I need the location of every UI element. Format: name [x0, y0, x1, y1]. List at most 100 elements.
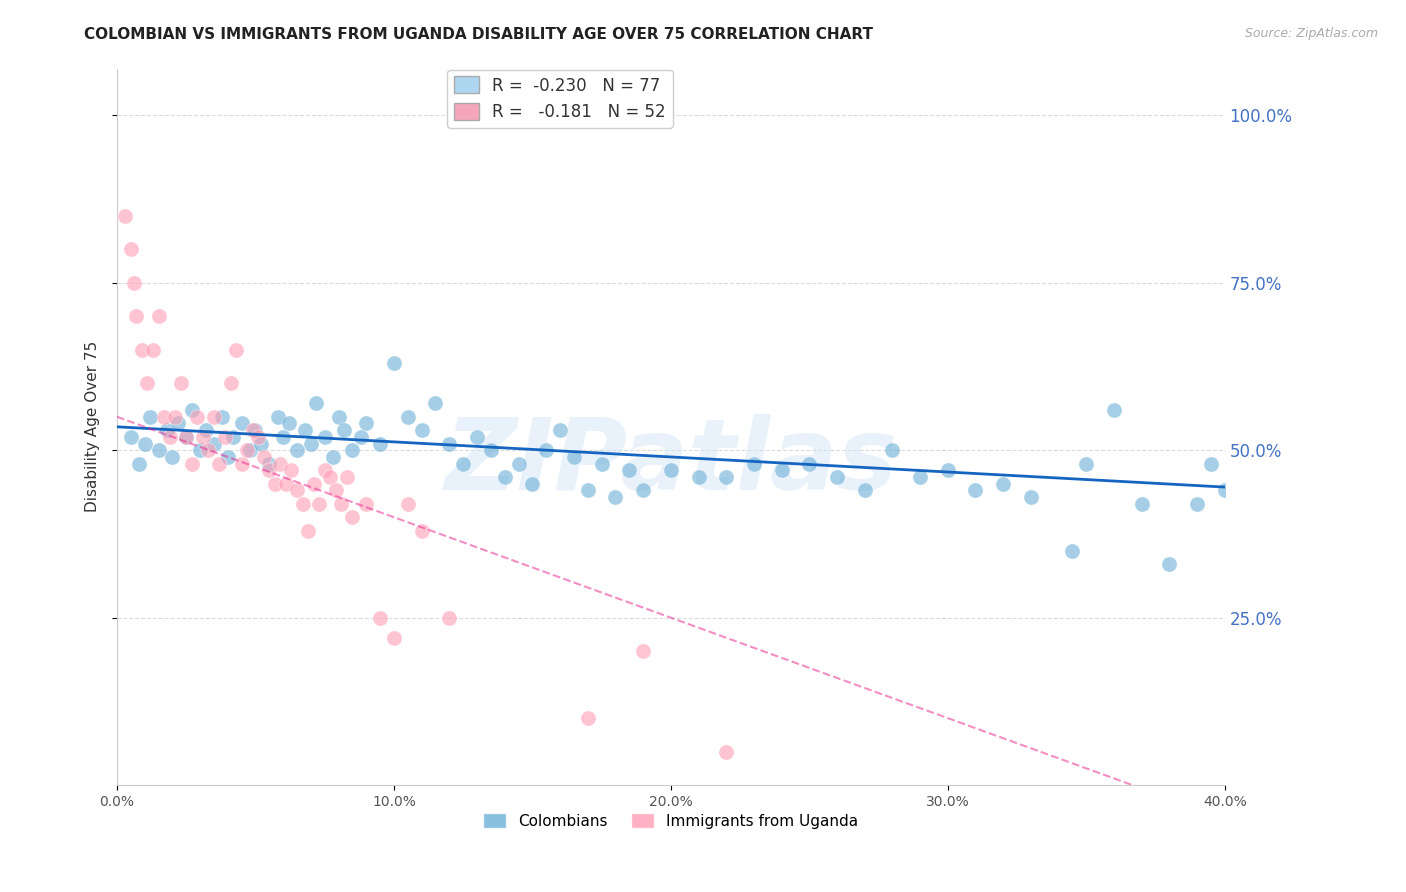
Point — [299, 436, 322, 450]
Point — [576, 711, 599, 725]
Point — [250, 436, 273, 450]
Text: Source: ZipAtlas.com: Source: ZipAtlas.com — [1244, 27, 1378, 40]
Point — [136, 376, 159, 391]
Point — [142, 343, 165, 357]
Point — [239, 443, 262, 458]
Point — [291, 497, 314, 511]
Point — [479, 443, 502, 458]
Point — [191, 430, 214, 444]
Point — [439, 436, 461, 450]
Point — [548, 423, 571, 437]
Point — [219, 376, 242, 391]
Point — [342, 443, 364, 458]
Point — [465, 430, 488, 444]
Point — [1019, 490, 1042, 504]
Point — [1130, 497, 1153, 511]
Point — [576, 483, 599, 498]
Point — [197, 443, 219, 458]
Point — [302, 476, 325, 491]
Point — [354, 497, 377, 511]
Point — [180, 403, 202, 417]
Point — [451, 457, 474, 471]
Point — [294, 423, 316, 437]
Point — [153, 409, 176, 424]
Point — [297, 524, 319, 538]
Point — [322, 450, 344, 464]
Point — [131, 343, 153, 357]
Point — [853, 483, 876, 498]
Point — [328, 409, 350, 424]
Point — [411, 423, 433, 437]
Point — [716, 470, 738, 484]
Point — [308, 497, 330, 511]
Point — [619, 463, 641, 477]
Point — [882, 443, 904, 458]
Point — [148, 443, 170, 458]
Point — [122, 276, 145, 290]
Point — [134, 436, 156, 450]
Point — [522, 476, 544, 491]
Point — [266, 409, 288, 424]
Point — [354, 417, 377, 431]
Point — [742, 457, 765, 471]
Point — [202, 409, 225, 424]
Point — [259, 463, 281, 477]
Point — [159, 430, 181, 444]
Point — [245, 423, 267, 437]
Point — [991, 476, 1014, 491]
Point — [253, 450, 276, 464]
Point — [1213, 483, 1236, 498]
Point — [186, 409, 208, 424]
Point — [231, 417, 253, 431]
Point — [631, 644, 654, 658]
Point — [148, 310, 170, 324]
Point — [269, 457, 291, 471]
Point — [368, 610, 391, 624]
Y-axis label: Disability Age Over 75: Disability Age Over 75 — [86, 341, 100, 512]
Point — [508, 457, 530, 471]
Point — [114, 209, 136, 223]
Point — [1159, 557, 1181, 571]
Point — [156, 423, 179, 437]
Point — [825, 470, 848, 484]
Point — [167, 417, 190, 431]
Point — [305, 396, 328, 410]
Point — [211, 409, 233, 424]
Point — [396, 409, 419, 424]
Point — [659, 463, 682, 477]
Point — [188, 443, 211, 458]
Point — [494, 470, 516, 484]
Point — [688, 470, 710, 484]
Point — [139, 409, 162, 424]
Point — [1062, 543, 1084, 558]
Point — [562, 450, 585, 464]
Point — [125, 310, 148, 324]
Point — [242, 423, 264, 437]
Point — [411, 524, 433, 538]
Point — [605, 490, 627, 504]
Point — [285, 483, 308, 498]
Point — [180, 457, 202, 471]
Point — [222, 430, 245, 444]
Point — [591, 457, 613, 471]
Point — [314, 463, 336, 477]
Point — [936, 463, 959, 477]
Point — [382, 356, 405, 370]
Point — [336, 470, 359, 484]
Point — [208, 457, 231, 471]
Point — [169, 376, 191, 391]
Point — [342, 510, 364, 524]
Point — [217, 450, 239, 464]
Point — [396, 497, 419, 511]
Point — [194, 423, 217, 437]
Point — [770, 463, 793, 477]
Point — [1185, 497, 1208, 511]
Point — [271, 430, 294, 444]
Point — [314, 430, 336, 444]
Legend: Colombians, Immigrants from Uganda: Colombians, Immigrants from Uganda — [477, 806, 865, 835]
Point — [231, 457, 253, 471]
Point — [439, 610, 461, 624]
Point — [965, 483, 987, 498]
Point — [534, 443, 557, 458]
Point — [631, 483, 654, 498]
